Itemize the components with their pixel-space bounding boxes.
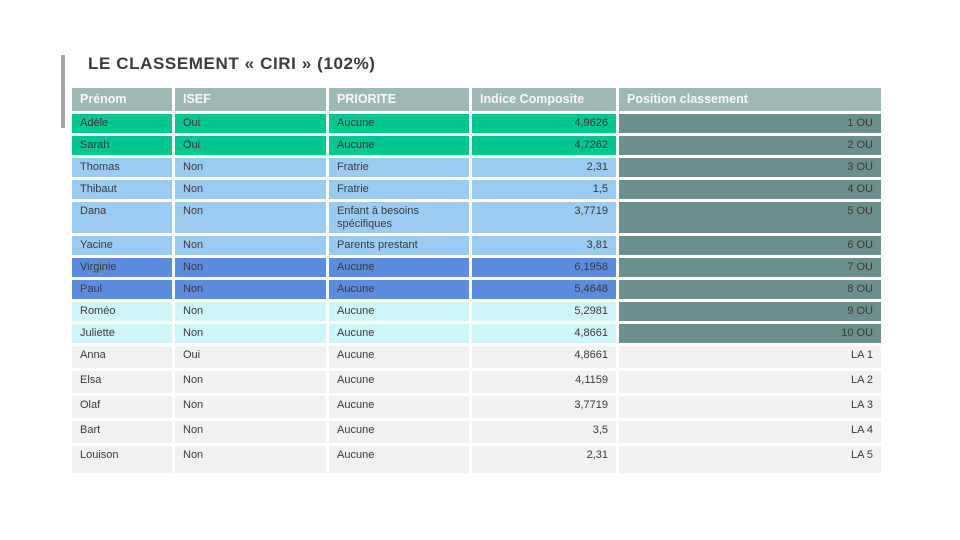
cell-isef: Non [175,302,326,321]
cell-indice: 3,7719 [472,396,616,418]
cell-position: LA 3 [619,396,881,418]
column-header-prenom: Prénom [72,88,172,111]
cell-position: LA 4 [619,421,881,443]
cell-indice: 5,2981 [472,302,616,321]
cell-indice: 1,5 [472,180,616,199]
cell-prenom: Sarah [72,136,172,155]
cell-priorite: Aucune [329,302,469,321]
cell-priorite: Parents prestant [329,236,469,255]
cell-isef: Non [175,396,326,418]
cell-isef: Oui [175,136,326,155]
cell-position: 10 OU [619,324,881,343]
cell-indice: 4,8661 [472,346,616,368]
cell-position: 6 OU [619,236,881,255]
cell-priorite: Aucune [329,280,469,299]
cell-priorite: Enfant à besoins spécifiques [329,202,469,233]
column-header-isef: ISEF [175,88,326,111]
cell-prenom: Elsa [72,371,172,393]
cell-prenom: Juliette [72,324,172,343]
cell-prenom: Thomas [72,158,172,177]
cell-isef: Oui [175,346,326,368]
cell-indice: 4,7262 [472,136,616,155]
cell-priorite: Aucune [329,371,469,393]
cell-priorite: Aucune [329,136,469,155]
cell-indice: 3,81 [472,236,616,255]
cell-isef: Non [175,421,326,443]
cell-isef: Oui [175,114,326,133]
cell-priorite: Aucune [329,396,469,418]
cell-position: 9 OU [619,302,881,321]
cell-isef: Non [175,236,326,255]
cell-isef: Non [175,280,326,299]
cell-position: 3 OU [619,158,881,177]
cell-indice: 3,7719 [472,202,616,233]
cell-position: LA 5 [619,446,881,473]
cell-prenom: Adèle [72,114,172,133]
cell-priorite: Aucune [329,446,469,473]
cell-position: 5 OU [619,202,881,233]
column-header-position: Position classement [619,88,881,111]
cell-indice: 4,9626 [472,114,616,133]
cell-indice: 4,1159 [472,371,616,393]
cell-indice: 3,5 [472,421,616,443]
cell-prenom: Paul [72,280,172,299]
cell-isef: Non [175,446,326,473]
cell-isef: Non [175,202,326,233]
cell-prenom: Dana [72,202,172,233]
cell-position: 7 OU [619,258,881,277]
classement-table: Prénom ISEF PRIORITE Indice Composite Po… [72,88,881,473]
cell-position: 4 OU [619,180,881,199]
column-header-indice: Indice Composite [472,88,616,111]
cell-priorite: Fratrie [329,180,469,199]
cell-position: LA 1 [619,346,881,368]
cell-prenom: Olaf [72,396,172,418]
cell-isef: Non [175,258,326,277]
cell-position: 1 OU [619,114,881,133]
cell-indice: 2,31 [472,158,616,177]
page-title: LE CLASSEMENT « CIRI » (102%) [88,54,376,73]
cell-isef: Non [175,371,326,393]
cell-prenom: Yacine [72,236,172,255]
cell-indice: 2,31 [472,446,616,473]
cell-priorite: Aucune [329,324,469,343]
cell-isef: Non [175,180,326,199]
cell-position: LA 2 [619,371,881,393]
cell-prenom: Virginie [72,258,172,277]
cell-priorite: Aucune [329,346,469,368]
cell-position: 8 OU [619,280,881,299]
cell-prenom: Bart [72,421,172,443]
cell-prenom: Anna [72,346,172,368]
cell-prenom: Thibaut [72,180,172,199]
cell-priorite: Aucune [329,258,469,277]
cell-indice: 5,4648 [472,280,616,299]
cell-indice: 4,8661 [472,324,616,343]
cell-priorite: Aucune [329,421,469,443]
column-header-priorite: PRIORITE [329,88,469,111]
accent-bar [61,55,65,128]
cell-indice: 6,1958 [472,258,616,277]
cell-prenom: Roméo [72,302,172,321]
cell-prenom: Louison [72,446,172,473]
cell-isef: Non [175,324,326,343]
cell-position: 2 OU [619,136,881,155]
cell-isef: Non [175,158,326,177]
cell-priorite: Aucune [329,114,469,133]
cell-priorite: Fratrie [329,158,469,177]
